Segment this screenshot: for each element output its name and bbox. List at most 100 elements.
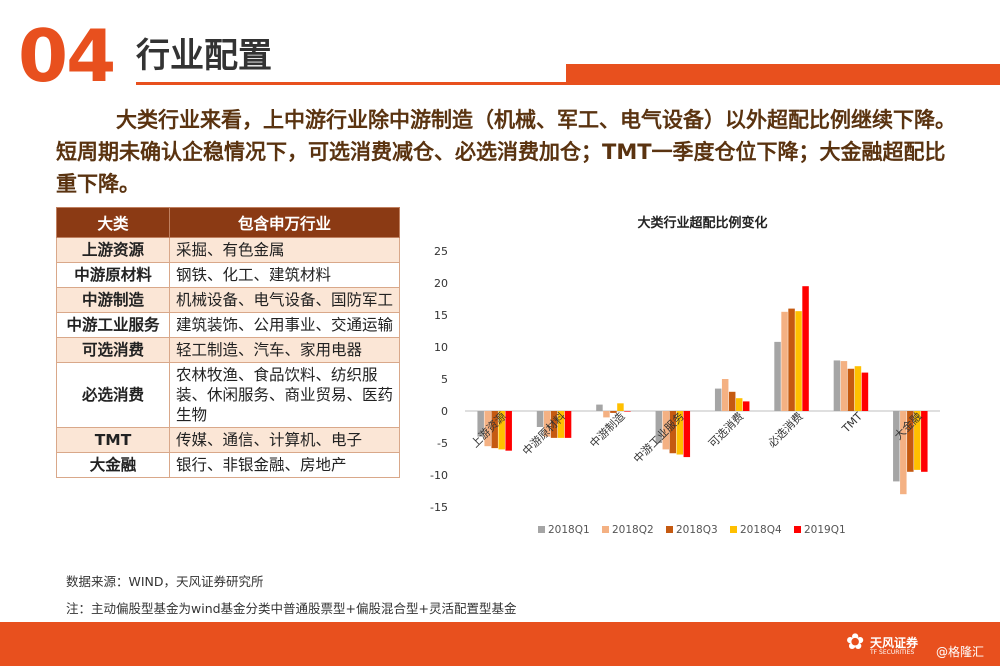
bar — [788, 308, 795, 411]
y-tick-label: 5 — [441, 373, 448, 386]
bar — [498, 411, 505, 450]
y-tick-label: 0 — [441, 405, 448, 418]
bar — [491, 411, 498, 449]
bar — [900, 411, 907, 495]
row-industries: 采掘、有色金属 — [169, 237, 400, 263]
bar — [564, 411, 572, 438]
footer-logo-text: 天风证券 — [870, 636, 919, 650]
flower-logo-icon: ✿ — [846, 630, 865, 655]
bar — [742, 401, 750, 411]
bar — [861, 372, 869, 411]
row-category: 大金融 — [56, 452, 170, 478]
legend-swatch — [666, 526, 673, 533]
section-number: 04 — [18, 14, 116, 98]
legend-swatch — [538, 526, 545, 533]
bar — [840, 361, 848, 411]
legend-swatch — [794, 526, 801, 533]
legend-label: 2019Q1 — [804, 524, 846, 536]
bar — [728, 391, 736, 411]
bar — [795, 311, 802, 411]
page-title: 行业配置 — [136, 36, 272, 76]
bar — [557, 411, 565, 438]
table-header-row: 大类 包含申万行业 — [56, 207, 400, 238]
bar — [774, 341, 781, 411]
y-tick-label: 25 — [434, 245, 448, 258]
table-row: TMT 传媒、通信、计算机、电子 — [56, 427, 400, 453]
bar — [854, 366, 862, 411]
table-row: 中游工业服务 建筑装饰、公用事业、交通运输 — [56, 312, 400, 338]
table-row: 可选消费 轻工制造、汽车、家用电器 — [56, 337, 400, 363]
bar — [721, 379, 729, 411]
summary-line-2: 短周期未确认企稳情况下，可选消费减仓、必选消费加仓；TMT一季度仓位下降；大金融… — [56, 140, 946, 196]
legend-swatch — [602, 526, 609, 533]
bar — [610, 411, 617, 413]
row-category: 中游原材料 — [56, 262, 170, 288]
y-tick-label: 10 — [434, 341, 448, 354]
row-industries: 轻工制造、汽车、家用电器 — [169, 337, 400, 363]
row-industries: 农林牧渔、食品饮料、纺织服装、休闲服务、商业贸易、医药生物 — [169, 362, 400, 428]
bar — [683, 411, 691, 458]
data-source-note: 数据来源：WIND，天风证券研究所 — [66, 574, 264, 589]
bar — [662, 411, 670, 450]
legend-label: 2018Q4 — [740, 524, 782, 536]
bar — [914, 411, 921, 470]
bar — [536, 411, 544, 427]
bar — [624, 411, 631, 412]
table-header-category: 大类 — [56, 207, 170, 238]
bar — [603, 411, 610, 418]
footer-bar — [0, 622, 1000, 666]
legend-label: 2018Q2 — [612, 524, 654, 536]
row-category: 中游工业服务 — [56, 312, 170, 338]
footer-logo-subtext: TF SECURITIES — [870, 649, 915, 656]
row-industries: 建筑装饰、公用事业、交通运输 — [169, 312, 400, 338]
row-industries: 银行、非银金融、房地产 — [169, 452, 400, 478]
bar — [802, 286, 809, 411]
bar — [484, 411, 491, 447]
x-tick-label: TMT — [839, 410, 865, 436]
bar — [617, 403, 624, 411]
summary-text: 大类行业来看，上中游行业除中游制造（机械、军工、电气设备）以外超配比例继续下降。… — [56, 104, 956, 200]
y-tick-label: -15 — [430, 501, 448, 514]
x-tick-label: 必选消费 — [765, 409, 806, 450]
bar — [596, 404, 603, 411]
bar — [477, 411, 484, 437]
row-category: 上游资源 — [56, 237, 170, 263]
bar — [676, 411, 684, 455]
row-industries: 传媒、通信、计算机、电子 — [169, 427, 400, 453]
summary-line-1: 大类行业来看，上中游行业除中游制造（机械、军工、电气设备）以外超配比例继续下降。 — [116, 108, 956, 132]
row-industries: 机械设备、电气设备、国防军工 — [169, 287, 400, 313]
legend-label: 2018Q1 — [548, 524, 590, 536]
row-industries: 钢铁、化工、建筑材料 — [169, 262, 400, 288]
bar — [781, 311, 788, 411]
y-tick-label: -10 — [430, 469, 448, 482]
table-row: 必选消费 农林牧渔、食品饮料、纺织服装、休闲服务、商业贸易、医药生物 — [56, 362, 400, 428]
row-category: 可选消费 — [56, 337, 170, 363]
table-row: 中游制造 机械设备、电气设备、国防军工 — [56, 287, 400, 313]
bar — [669, 411, 677, 454]
x-tick-label: 可选消费 — [705, 409, 746, 450]
bar — [907, 411, 914, 472]
table-header-industries: 包含申万行业 — [169, 207, 400, 238]
row-category: 必选消费 — [56, 362, 170, 428]
table-row: 中游原材料 钢铁、化工、建筑材料 — [56, 262, 400, 288]
bar — [505, 411, 512, 451]
table-row: 大金融 银行、非银金融、房地产 — [56, 452, 400, 478]
bar — [921, 411, 928, 472]
y-tick-label: -5 — [437, 437, 448, 450]
category-table: 大类 包含申万行业 上游资源 采掘、有色金属 中游原材料 钢铁、化工、建筑材料 … — [56, 207, 400, 478]
bar — [655, 411, 663, 443]
header-accent-bar — [566, 64, 1000, 84]
legend-swatch — [730, 526, 737, 533]
header-rule — [136, 82, 1000, 85]
row-category: TMT — [56, 427, 170, 453]
legend-label: 2018Q3 — [676, 524, 718, 536]
bar — [714, 388, 722, 411]
bar — [543, 411, 551, 437]
y-tick-label: 20 — [434, 277, 448, 290]
chart-title: 大类行业超配比例变化 — [637, 215, 767, 231]
row-category: 中游制造 — [56, 287, 170, 313]
bar — [833, 360, 841, 411]
fund-definition-note: 注：主动偏股型基金为wind基金分类中普通股票型+偏股混合型+灵活配置型基金 — [66, 601, 517, 616]
y-tick-label: 15 — [434, 309, 448, 322]
